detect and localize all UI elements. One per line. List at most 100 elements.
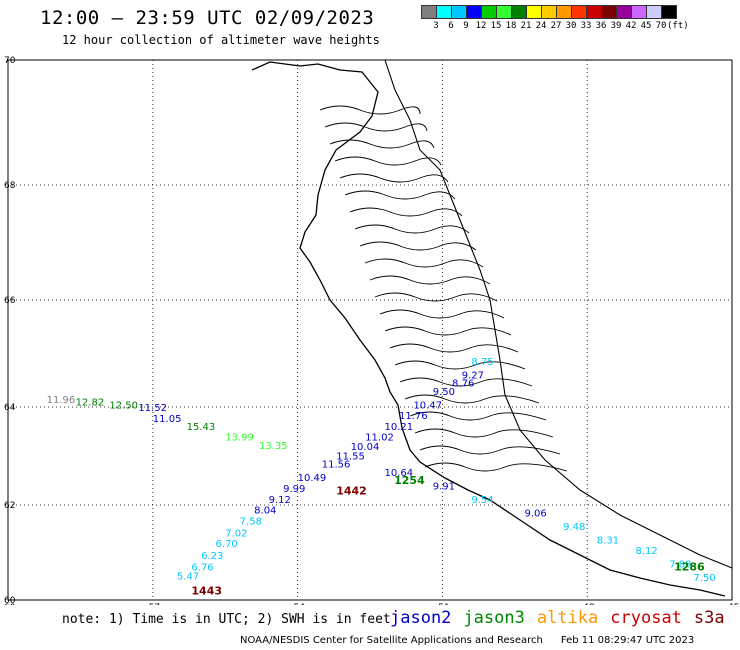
time-marker: 1442 (336, 485, 367, 498)
lat-tick-label: 70 (4, 56, 16, 66)
lon-tick-label: -60 (1, 603, 16, 605)
swh-label: 9.54 (471, 495, 493, 506)
scale-label: 24 (535, 21, 547, 31)
fjord-inlet (409, 411, 547, 421)
scale-label: 36 (595, 21, 607, 31)
fjord-inlet (359, 241, 477, 251)
fjord-inlet (329, 139, 435, 149)
scale-label: 39 (610, 21, 622, 31)
legend-altika: altika (536, 608, 599, 628)
fjord-inlet (384, 326, 512, 336)
fjord-line (384, 59, 733, 569)
swh-label: 12.82 (76, 398, 105, 409)
scale-label: 30 (565, 21, 577, 31)
fjord-inlet (394, 360, 526, 370)
swh-label: 7.88 (669, 560, 691, 571)
swh-label: 11.96 (47, 395, 76, 406)
swh-label: 6.70 (216, 539, 238, 550)
swh-label: 8.04 (254, 506, 276, 517)
scale-label: 3 (433, 21, 439, 31)
swh-label: 8.31 (597, 535, 619, 546)
swh-label: 9.50 (433, 387, 455, 398)
fjord-inlet (324, 122, 428, 132)
map-frame (7, 59, 733, 601)
fjord-inlet (379, 309, 505, 319)
scale-label: 6 (448, 21, 454, 31)
lat-tick-label: 68 (4, 181, 16, 191)
color-scale-labels: 3 6 9 12 15 18 21 24 27 30 33 36 39 42 45 70 (ft) (421, 21, 740, 35)
swh-label: 10.49 (298, 473, 327, 484)
fjord-inlet (344, 190, 456, 200)
swh-label: 9.48 (563, 522, 585, 533)
lon-tick-label: -45 (725, 603, 740, 605)
footer-credit: NOAA/NESDIS Center for Satellite Applica… (240, 635, 694, 646)
fjord-inlet (414, 428, 554, 438)
map-title: 12:00 — 23:59 UTC 02/09/2023 (40, 7, 375, 29)
swh-label: 8.76 (452, 379, 474, 390)
swh-label: 8.75 (471, 357, 493, 368)
swh-label: 10.04 (351, 442, 380, 453)
swh-label: 11.52 (138, 403, 167, 414)
swh-label: 9.91 (433, 481, 455, 492)
scale-swatch (661, 5, 677, 19)
swh-label: 11.02 (365, 433, 394, 444)
swh-label: 5.47 (177, 571, 199, 582)
map-subtitle: 12 hour collection of altimeter wave hei… (62, 33, 380, 47)
footer-note: note: 1) Time is in UTC; 2) SWH is in fe… (62, 612, 391, 627)
fjord-inlet (334, 156, 442, 166)
fjord-inlet (389, 343, 519, 353)
scale-label: 15 (490, 21, 502, 31)
scale-label: 45 (640, 21, 652, 31)
lon-tick-label: -51 (435, 603, 450, 605)
scale-label: 21 (520, 21, 532, 31)
scale-label: 18 (505, 21, 517, 31)
swh-label: 10.47 (413, 400, 442, 411)
satellite-legend: jason2 jason3 altika cryosat s3a (390, 608, 737, 628)
swh-label: 11.05 (153, 414, 182, 425)
swh-label: 10.21 (384, 422, 413, 433)
swh-label: 11.56 (322, 460, 351, 471)
lat-tick-label: 66 (4, 296, 16, 306)
lon-tick-label: -48 (580, 603, 595, 605)
swh-label: 12.50 (109, 400, 138, 411)
lat-tick-label: 60 (4, 596, 16, 605)
scale-label: 27 (550, 21, 562, 31)
swh-label: 11.76 (399, 411, 428, 422)
swh-label: 9.06 (524, 508, 546, 519)
color-scale (421, 5, 677, 19)
swh-label: 7.02 (225, 528, 247, 539)
lat-tick-label: 62 (4, 501, 15, 511)
fjord-inlet (354, 224, 470, 234)
swh-label: 6.23 (201, 551, 223, 562)
swh-label: 15.43 (187, 422, 216, 433)
fjord-inlet (424, 462, 568, 472)
swh-label: 11.55 (336, 452, 365, 463)
swh-label: 13.35 (259, 441, 288, 452)
lat-tick-label: 64 (4, 403, 16, 413)
time-marker: 1286 (674, 560, 705, 573)
fjord-inlet (399, 377, 533, 387)
legend-jason3: jason3 (463, 608, 525, 628)
fjord-inlet (419, 445, 561, 455)
fjord-inlet (374, 292, 498, 302)
credit-text: NOAA/NESDIS Center for Satellite Applica… (240, 635, 543, 646)
time-marker: 1443 (191, 585, 222, 598)
legend-cryosat: cryosat (610, 608, 682, 628)
swh-label: 9.27 (462, 371, 484, 382)
scale-label: 33 (580, 21, 592, 31)
credit-timestamp: Feb 11 08:29:47 UTC 2023 (560, 635, 695, 646)
lon-tick-label: -57 (145, 603, 160, 605)
scale-label: 9 (463, 21, 469, 31)
swh-label: 9.99 (283, 484, 305, 495)
swh-label: 13.99 (225, 433, 254, 444)
swh-label: 9.12 (269, 495, 291, 506)
swh-label: 7.58 (240, 516, 262, 527)
swh-label: 7.50 (693, 573, 715, 584)
legend-jason2: jason2 (390, 608, 452, 628)
lon-tick-label: -54 (290, 603, 305, 605)
fjord-inlet (349, 207, 463, 217)
swh-label: 6.76 (191, 562, 213, 573)
scale-label: 12 (475, 21, 487, 31)
fjord-inlet (339, 173, 449, 183)
swh-label: 8.12 (635, 546, 657, 557)
